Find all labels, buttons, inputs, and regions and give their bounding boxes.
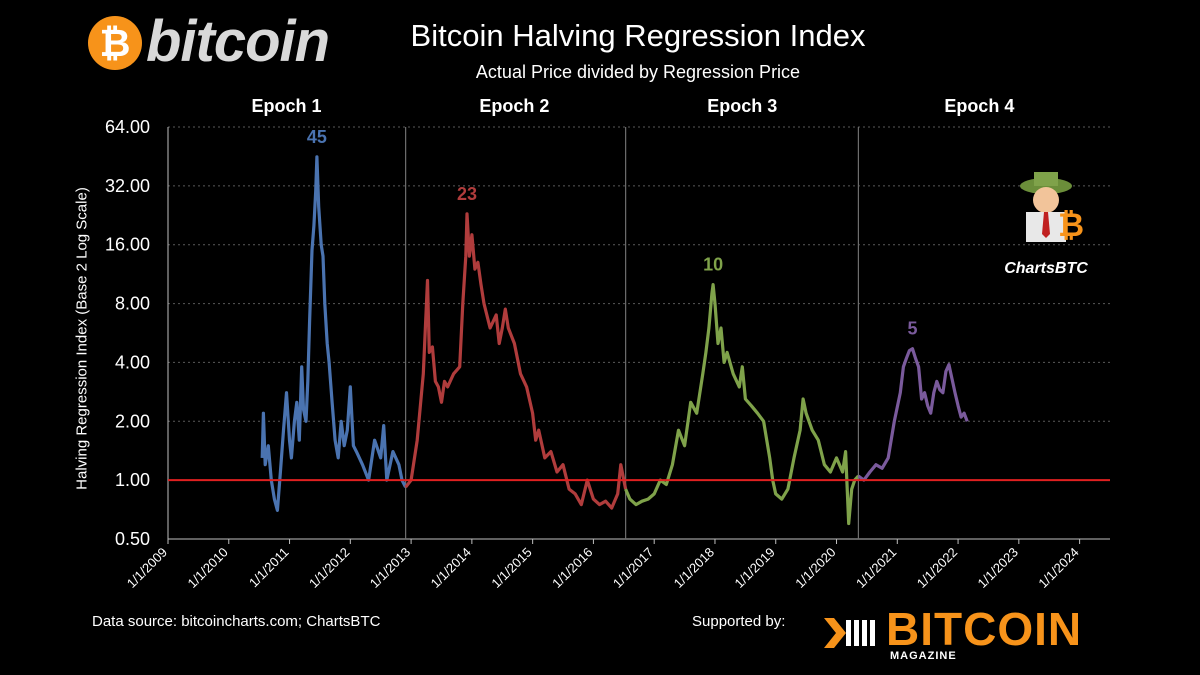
x-tick-label: 1/1/2022 xyxy=(914,545,960,591)
x-tick-label: 1/1/2020 xyxy=(792,545,838,591)
x-tick-label: 1/1/2013 xyxy=(367,545,413,591)
chart-title: Bitcoin Halving Regression Index xyxy=(410,18,866,53)
x-tick-label: 1/1/2009 xyxy=(124,545,170,591)
x-tick-label: 1/1/2011 xyxy=(246,545,292,591)
chartsbtc-label: ChartsBTC xyxy=(1004,260,1088,277)
x-tick-label: 1/1/2010 xyxy=(185,545,231,591)
chartsbtc-mascot: ₿ ChartsBTC xyxy=(996,168,1096,288)
peak-label-epoch-4: 5 xyxy=(907,319,917,339)
supported-by-label: Supported by: xyxy=(692,613,786,630)
x-tick-label: 1/1/2021 xyxy=(853,545,899,591)
y-tick-label: 8.00 xyxy=(115,294,150,314)
chart-subtitle: Actual Price divided by Regression Price xyxy=(475,62,801,82)
y-tick-label: 16.00 xyxy=(105,235,150,255)
x-tick-label: 1/1/2023 xyxy=(975,545,1021,591)
y-tick-label: 64.00 xyxy=(105,117,150,137)
series-line-epoch-3 xyxy=(624,283,860,526)
x-tick-label: 1/1/2018 xyxy=(671,545,717,591)
svg-text:₿: ₿ xyxy=(1058,206,1084,244)
x-tick-label: 1/1/2016 xyxy=(549,545,595,591)
epoch-label-2: Epoch 2 xyxy=(479,96,549,116)
data-source-note: Data source: bitcoincharts.com; ChartsBT… xyxy=(92,613,381,630)
bitcoin-magazine-sub: MAGAZINE xyxy=(890,650,957,662)
series-line-epoch-2 xyxy=(404,212,628,510)
y-axis-label: Halving Regression Index (Base 2 Log Sca… xyxy=(73,187,91,490)
y-tick-label: 0.50 xyxy=(115,529,150,549)
y-tick-label: 32.00 xyxy=(105,176,150,196)
bitcoin-magazine-wordmark: BITCOIN xyxy=(886,603,1083,655)
bitcoin-coin-icon: ₿ xyxy=(88,16,142,70)
peak-label-epoch-1: 45 xyxy=(307,127,327,147)
x-tick-label: 1/1/2019 xyxy=(731,545,777,591)
epoch-label-1: Epoch 1 xyxy=(252,96,322,116)
series-line-epoch-1 xyxy=(260,155,408,512)
bitcoin-wordmark: bitcoin xyxy=(146,9,330,74)
bitcoin-magazine-icon xyxy=(824,618,875,648)
bitcoin-logo: ₿ bitcoin xyxy=(88,9,358,74)
x-tick-label: 1/1/2012 xyxy=(306,545,352,591)
y-tick-label: 2.00 xyxy=(115,411,150,431)
peak-label-epoch-3: 10 xyxy=(703,255,723,275)
epoch-label-4: Epoch 4 xyxy=(944,96,1014,116)
epoch-label-3: Epoch 3 xyxy=(707,96,777,116)
series-line-epoch-4 xyxy=(857,347,969,482)
x-tick-label: 1/1/2015 xyxy=(488,545,534,591)
y-tick-label: 1.00 xyxy=(115,470,150,490)
x-tick-label: 1/1/2024 xyxy=(1035,545,1081,591)
peak-label-epoch-2: 23 xyxy=(457,184,477,204)
y-tick-label: 4.00 xyxy=(115,352,150,372)
bitcoin-magazine-logo: BITCOIN MAGAZINE xyxy=(824,603,1124,666)
x-tick-label: 1/1/2017 xyxy=(610,545,656,591)
bitcoin-symbol: ₿ xyxy=(99,21,131,65)
mascot-icon: ₿ xyxy=(1020,172,1084,244)
x-tick-label: 1/1/2014 xyxy=(428,545,474,591)
